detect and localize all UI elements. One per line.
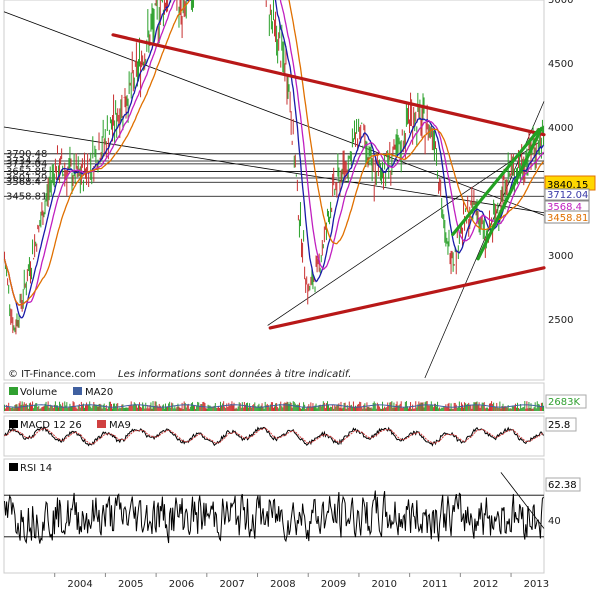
level-label: 3734.4 [6,156,41,167]
volume-value-box [545,394,587,409]
x-tick-label: 2007 [219,579,244,590]
price-tick-label: 4000 [548,123,573,134]
ma9-legend: MA9 [109,420,131,431]
volume-ma-line [3,404,545,408]
rsi-trendline [500,472,545,529]
trendline [451,127,541,237]
moving-averages [3,0,545,319]
x-tick-label: 2010 [372,579,397,590]
macd-line [4,426,544,447]
trendline [268,266,546,330]
x-axis: 2004 2005 2006 2007 2008 2009 2010 2011 2012 2013 [54,573,549,590]
ma20-legend-swatch [73,387,82,395]
macd-value-box [545,417,577,432]
level-label: 3712.04 [6,159,47,170]
ma-slow-line [3,0,544,306]
price-axis: 65006000550050004500400030002500 [548,0,573,326]
macd-signal-line [4,427,544,445]
volume-legend: Volume [20,387,57,398]
macd-legend: MACD 12 26 [20,420,82,431]
macd-lines [4,426,544,447]
diagonal-line [267,142,540,326]
x-tick-label: 2011 [422,579,447,590]
rsi-last-value: 62.38 [548,480,577,491]
value-box-label: 3712.04 [547,190,588,201]
x-tick-label: 2009 [321,579,346,590]
x-tick-label: 2008 [270,579,295,590]
rsi-line [4,472,545,544]
diagonal-line [3,11,545,216]
level-label: 3790.48 [6,149,47,160]
x-tick-label: 2012 [473,579,498,590]
rsi-value-box [545,477,581,492]
level-label: 3601.29 [6,173,47,184]
rsi-legend-swatch [9,463,18,471]
macd-last-value: 25.8 [548,420,570,431]
macd-panel [3,415,545,457]
level-label: 3568.4 [6,177,41,188]
rsi-legend: RSI 14 [20,463,52,474]
macd-legend-swatch [9,420,18,428]
level-label: 3458.81 [6,191,47,202]
x-tick-label: 2005 [118,579,143,590]
volume-last-value: 2683K [548,397,580,408]
x-tick-label: 2006 [169,579,194,590]
price-tick-label: 4500 [548,59,573,70]
trendline [111,33,546,137]
trendlines [111,33,546,330]
value-box [544,188,590,201]
diagonal-line [3,126,545,214]
volume-legend-swatch [9,387,18,395]
ma-fast-line [3,0,545,319]
value-box [544,210,590,224]
trendline [476,126,544,261]
x-tick-label: 2004 [67,579,92,590]
price-panel [3,0,545,381]
price-tick-label: 5000 [548,0,573,6]
value-box-label: 3840.15 [547,180,588,191]
value-box-label: 3568.4 [547,202,582,213]
price-tick-label: 2500 [548,315,573,326]
level-label: 3652.85 [6,166,47,177]
ma9-legend-swatch [97,420,106,428]
value-box-label: 3458.81 [547,213,588,224]
x-tick-label: 2013 [524,579,549,590]
disclaimer-text: Les informations sont données à titre in… [118,368,351,380]
copyright-text: © IT-Finance.com [8,369,96,380]
rsi-tick-40: 40 [548,516,561,527]
price-tick-label: 3000 [548,251,573,262]
volume-bars [3,401,545,411]
rsi-line [4,490,544,544]
ma20-legend: MA20 [85,387,113,398]
